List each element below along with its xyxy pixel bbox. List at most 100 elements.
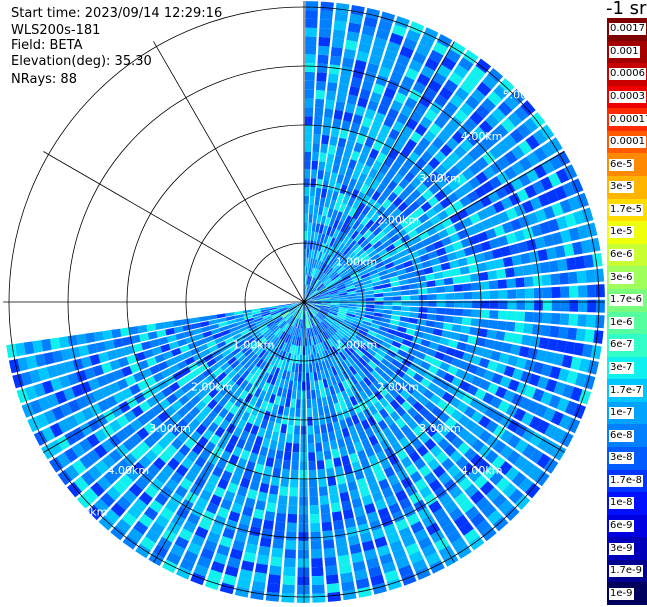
range-gate-cell bbox=[399, 321, 409, 327]
range-ring-label: 3.00km bbox=[149, 422, 191, 435]
range-gate-cell bbox=[277, 441, 285, 451]
range-gate-cell bbox=[558, 327, 568, 339]
range-gate-cell bbox=[345, 167, 354, 177]
range-gate-cell bbox=[461, 275, 471, 283]
range-gate-cell bbox=[507, 311, 516, 321]
range-gate-cell bbox=[576, 328, 586, 341]
range-gate-cell bbox=[584, 329, 594, 342]
range-gate-cell bbox=[295, 363, 299, 372]
range-gate-cell bbox=[272, 467, 281, 477]
range-gate-cell bbox=[264, 429, 272, 439]
range-gate-cell bbox=[331, 413, 338, 423]
range-gate-cell bbox=[320, 388, 326, 398]
range-gate-cell bbox=[324, 548, 336, 558]
instrument-label: WLS200s-181 bbox=[11, 23, 100, 38]
range-gate-cell bbox=[324, 108, 333, 118]
colorbar-tick-label: 6e-8 bbox=[609, 430, 634, 442]
field-label: Field: BETA bbox=[11, 38, 82, 53]
range-gate-cell bbox=[451, 268, 461, 276]
range-gate-cell bbox=[299, 355, 302, 364]
colorbar-tick-label: 3e-7 bbox=[609, 362, 634, 374]
range-gate-cell bbox=[516, 311, 525, 321]
range-gate-cell bbox=[276, 513, 286, 523]
range-gate-cell bbox=[327, 154, 335, 164]
range-gate-cell bbox=[450, 332, 460, 341]
range-gate-cell bbox=[436, 308, 445, 315]
range-gate-cell bbox=[294, 372, 298, 381]
start-time-label: Start time: 2023/09/14 12:29:16 bbox=[11, 6, 222, 21]
range-gate-cell bbox=[305, 99, 314, 108]
range-gate-cell bbox=[306, 355, 309, 364]
range-gate-cell bbox=[414, 331, 424, 338]
range-gate-cell bbox=[334, 21, 347, 31]
range-gate-cell bbox=[429, 342, 439, 350]
range-gate-cell bbox=[280, 397, 286, 407]
range-gate-cell bbox=[305, 1, 318, 10]
range-gate-cell bbox=[331, 47, 343, 57]
range-ring-label: 1.00km bbox=[336, 339, 378, 352]
range-gate-cell bbox=[308, 231, 312, 240]
range-gate-cell bbox=[268, 494, 278, 504]
range-gate-cell bbox=[463, 292, 472, 299]
range-gate-cell bbox=[525, 288, 534, 298]
range-gate-cell bbox=[434, 272, 444, 280]
elevation-label: Elevation(deg): 35.30 bbox=[11, 54, 152, 69]
range-gate-cell bbox=[267, 583, 280, 593]
range-gate-cell bbox=[430, 258, 440, 266]
range-gate-cell bbox=[283, 567, 295, 577]
range-gate-cell bbox=[418, 313, 427, 319]
range-gate-cell bbox=[328, 73, 339, 83]
range-gate-cell bbox=[289, 407, 295, 416]
range-gate-cell bbox=[255, 436, 264, 446]
range-gate-cell bbox=[469, 327, 479, 336]
range-gate-cell bbox=[291, 470, 299, 479]
range-gate-cell bbox=[445, 293, 454, 300]
range-gate-cell bbox=[158, 337, 168, 346]
range-gate-cell bbox=[305, 337, 307, 346]
range-gate-cell bbox=[566, 257, 576, 270]
range-gate-cell bbox=[336, 3, 350, 13]
range-gate-cell bbox=[318, 161, 325, 171]
range-gate-cell bbox=[318, 469, 326, 479]
range-gate-cell bbox=[330, 494, 340, 504]
range-ring-label: 1.00km bbox=[233, 339, 275, 352]
range-gate-cell bbox=[335, 12, 349, 22]
range-gate-cell bbox=[299, 364, 302, 373]
range-gate-cell bbox=[304, 196, 309, 205]
range-gate-cell bbox=[523, 323, 533, 334]
range-gate-cell bbox=[156, 330, 166, 338]
range-gate-cell bbox=[452, 324, 462, 332]
range-gate-cell bbox=[265, 457, 274, 467]
range-gate-cell bbox=[498, 279, 508, 288]
range-gate-cell bbox=[322, 522, 333, 532]
range-gate-cell bbox=[297, 576, 309, 585]
range-gate-cell bbox=[337, 546, 349, 556]
range-gate-cell bbox=[333, 421, 341, 431]
range-gate-cell bbox=[307, 417, 313, 426]
range-gate-cell bbox=[436, 286, 445, 293]
range-gate-cell bbox=[503, 257, 514, 268]
range-gate-cell bbox=[462, 283, 472, 291]
range-ring-label: 2.00km bbox=[377, 380, 419, 393]
range-gate-cell bbox=[334, 155, 342, 165]
range-gate-cell bbox=[326, 468, 335, 478]
range-gate-cell bbox=[392, 306, 401, 311]
range-gate-cell bbox=[391, 286, 400, 291]
range-gate-cell bbox=[470, 273, 480, 282]
range-gate-cell bbox=[449, 260, 459, 269]
range-gate-cell bbox=[288, 380, 293, 389]
range-gate-cell bbox=[310, 187, 315, 196]
range-gate-cell bbox=[307, 399, 312, 408]
range-gate-cell bbox=[568, 272, 578, 284]
range-gate-cell bbox=[278, 405, 285, 415]
range-ring-label: 5.00km bbox=[66, 506, 108, 519]
range-gate-cell bbox=[507, 289, 516, 298]
colorbar-tick-label: 1e-6 bbox=[609, 317, 634, 329]
range-gate-cell bbox=[332, 38, 344, 48]
range-gate-cell bbox=[328, 145, 336, 155]
colorbar-tick-label: 3e-6 bbox=[609, 272, 634, 284]
range-gate-cell bbox=[263, 520, 274, 530]
range-gate-cell bbox=[191, 323, 201, 330]
range-gate-cell bbox=[298, 567, 310, 576]
range-gate-cell bbox=[318, 46, 330, 56]
